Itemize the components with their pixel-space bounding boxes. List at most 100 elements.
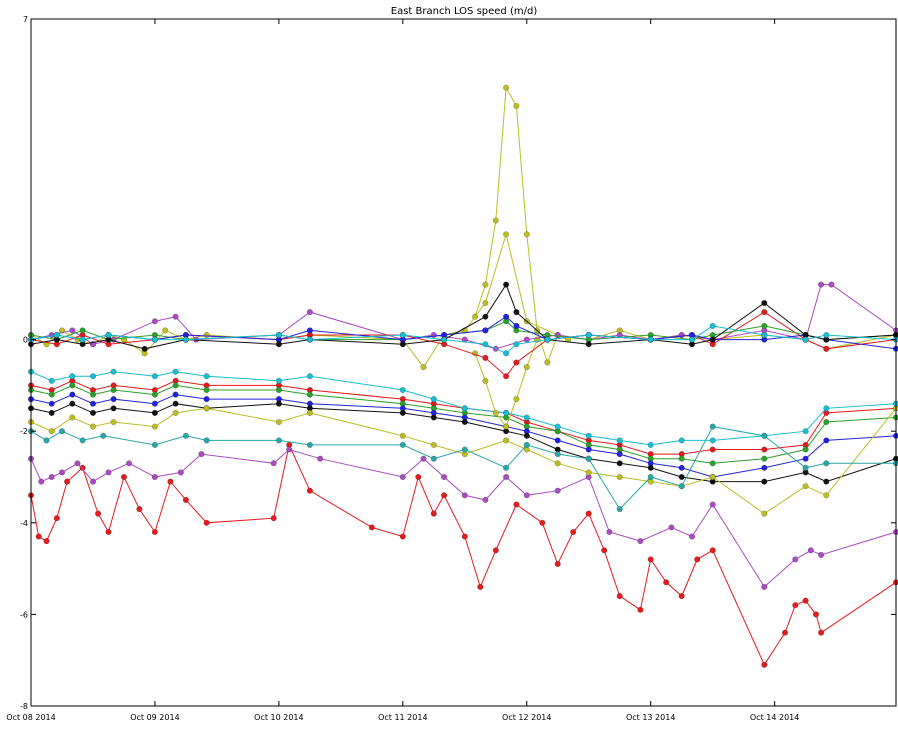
data-point bbox=[399, 533, 406, 540]
data-point bbox=[647, 473, 654, 481]
data-point bbox=[89, 423, 97, 430]
data-point bbox=[503, 373, 510, 380]
data-point bbox=[420, 455, 427, 462]
data-point bbox=[554, 437, 561, 444]
series-12 bbox=[27, 281, 898, 352]
data-point bbox=[95, 510, 102, 517]
data-point bbox=[110, 386, 117, 394]
data-point bbox=[513, 102, 520, 110]
data-point bbox=[430, 396, 437, 403]
data-point bbox=[570, 528, 577, 536]
data-point bbox=[69, 373, 76, 380]
data-point bbox=[616, 460, 623, 467]
data-point bbox=[802, 428, 809, 435]
series-8 bbox=[27, 423, 898, 513]
data-point bbox=[430, 414, 437, 421]
data-point bbox=[461, 418, 468, 426]
data-point bbox=[306, 441, 313, 448]
y-tick-label: 0 bbox=[23, 336, 28, 345]
data-point bbox=[110, 418, 117, 426]
data-point bbox=[709, 446, 716, 453]
data-point bbox=[554, 451, 561, 458]
series-line bbox=[30, 283, 897, 350]
data-point bbox=[616, 473, 623, 481]
data-point bbox=[120, 473, 128, 481]
data-point bbox=[172, 391, 179, 398]
data-point bbox=[647, 556, 654, 563]
data-point bbox=[399, 432, 406, 439]
y-tick-label: 7 bbox=[23, 15, 28, 24]
data-point bbox=[182, 432, 189, 439]
data-point bbox=[492, 217, 499, 224]
data-point bbox=[688, 336, 696, 343]
data-point bbox=[89, 409, 97, 416]
data-point bbox=[48, 428, 55, 435]
data-point bbox=[585, 510, 592, 517]
data-point bbox=[616, 506, 623, 513]
data-point bbox=[585, 331, 592, 339]
series-6 bbox=[27, 405, 898, 517]
data-point bbox=[415, 473, 422, 481]
data-point bbox=[585, 432, 592, 439]
data-point bbox=[110, 368, 117, 375]
data-point bbox=[503, 313, 510, 320]
data-point bbox=[203, 396, 210, 403]
data-point bbox=[172, 368, 179, 375]
data-point bbox=[53, 331, 60, 339]
data-point bbox=[182, 496, 189, 503]
series-10 bbox=[472, 84, 572, 366]
data-point bbox=[48, 391, 55, 398]
data-point bbox=[399, 473, 406, 481]
series-13 bbox=[27, 309, 898, 380]
data-point bbox=[761, 432, 768, 439]
data-point bbox=[544, 336, 551, 343]
x-tick-label: Oct 14 2014 bbox=[750, 713, 799, 722]
data-point bbox=[818, 629, 825, 636]
data-point bbox=[761, 446, 768, 453]
data-point bbox=[172, 400, 179, 407]
data-point bbox=[306, 487, 313, 494]
x-tick-label: Oct 09 2014 bbox=[130, 713, 179, 722]
data-point bbox=[513, 501, 520, 508]
data-point bbox=[74, 460, 81, 467]
series-7 bbox=[27, 368, 898, 448]
data-point bbox=[503, 231, 510, 238]
data-point bbox=[151, 400, 158, 407]
data-point bbox=[616, 437, 623, 444]
data-point bbox=[482, 299, 489, 307]
data-point bbox=[430, 455, 437, 462]
data-point bbox=[709, 473, 716, 481]
data-point bbox=[79, 336, 86, 343]
data-point bbox=[461, 405, 468, 412]
data-point bbox=[461, 492, 468, 499]
data-point bbox=[482, 496, 489, 503]
data-point bbox=[48, 400, 55, 407]
data-point bbox=[203, 519, 210, 526]
data-point bbox=[616, 451, 623, 458]
data-point bbox=[678, 593, 685, 600]
data-point bbox=[203, 405, 210, 412]
data-point bbox=[823, 460, 830, 467]
chart-title: East Branch LOS speed (m/d) bbox=[391, 6, 538, 17]
data-point bbox=[678, 437, 685, 444]
data-point bbox=[399, 341, 406, 348]
data-point bbox=[823, 437, 830, 444]
series-line bbox=[30, 311, 897, 377]
data-point bbox=[647, 464, 654, 471]
data-point bbox=[306, 373, 313, 380]
data-point bbox=[781, 629, 789, 636]
data-point bbox=[761, 299, 768, 307]
data-point bbox=[162, 327, 169, 334]
data-point bbox=[69, 327, 76, 334]
data-point bbox=[275, 437, 282, 444]
data-point bbox=[306, 391, 313, 398]
data-point bbox=[761, 583, 768, 590]
data-point bbox=[709, 501, 716, 508]
series-3 bbox=[27, 382, 898, 467]
data-point bbox=[513, 309, 520, 316]
data-point bbox=[523, 432, 530, 439]
data-point bbox=[198, 451, 205, 458]
data-point bbox=[270, 515, 277, 522]
